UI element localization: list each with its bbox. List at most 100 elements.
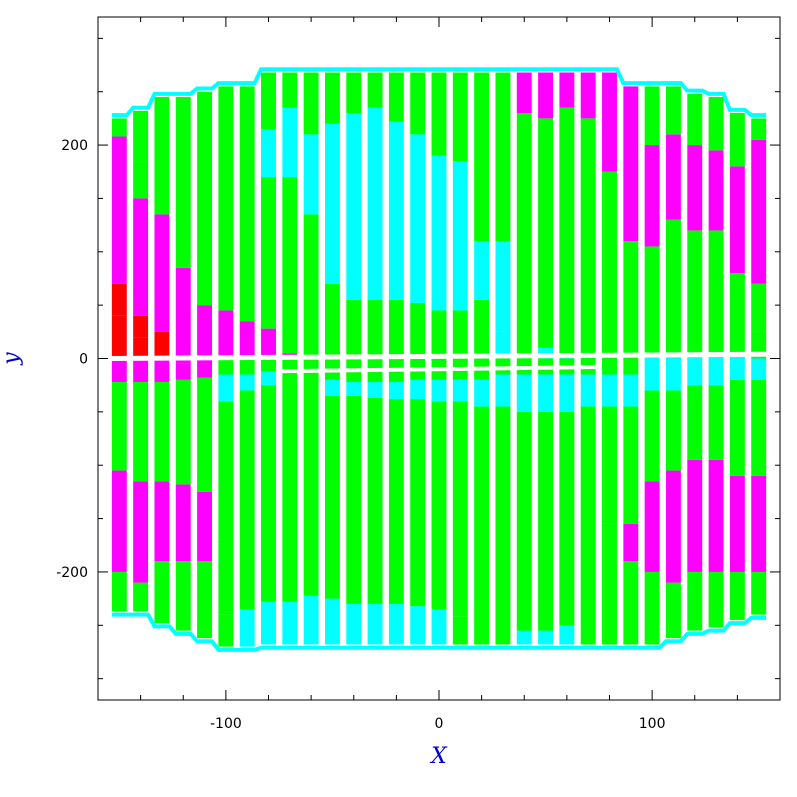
strip-segment-magenta [538, 72, 554, 119]
strip-segment-green [218, 614, 234, 647]
strip-segment-green [197, 561, 213, 639]
strip-segment-cyan [282, 107, 298, 178]
strip-segment-magenta [175, 363, 191, 380]
strip-segment-red [154, 331, 170, 359]
strip-segment-green [388, 299, 404, 359]
strip-segment-magenta [559, 72, 575, 108]
strip-segment-magenta [644, 145, 660, 247]
bottom-outline [111, 612, 767, 652]
y-tick-label: -200 [56, 565, 88, 581]
detector-strip [346, 72, 362, 645]
strip-segment-green [346, 299, 362, 359]
strip-segment-green [261, 177, 276, 329]
strip-segment-green [665, 390, 681, 471]
strip-segment-cyan [367, 107, 383, 300]
strip-segment-magenta [239, 321, 255, 359]
strip-segment-red [133, 337, 149, 359]
strip-segment-cyan [367, 381, 383, 398]
strip-segment-green [474, 406, 490, 642]
top-outline [111, 67, 767, 118]
strip-segment-green [452, 401, 468, 617]
strip-segment-magenta [623, 523, 639, 562]
strip-segment-green [133, 161, 149, 199]
strip-segment-cyan [474, 241, 490, 300]
strip-segment-green [665, 86, 681, 135]
detector-strip [623, 86, 639, 645]
detector-strip [516, 72, 532, 645]
strip-segment-cyan [623, 374, 639, 407]
strip-segment-green [729, 113, 745, 167]
strip-segment-green [154, 381, 170, 482]
detector-strip [538, 72, 554, 645]
strip-segment-green [324, 395, 340, 599]
x-tick-label: 0 [435, 716, 444, 732]
strip-segment-green [367, 299, 383, 359]
strip-segment-green [623, 358, 639, 375]
detector-strip [282, 72, 298, 645]
detector-strip [644, 86, 660, 645]
strip-segment-cyan [388, 603, 404, 645]
strip-segment-green [474, 72, 490, 242]
detector-strip [580, 72, 596, 645]
ticklabels-layer: -100 0 100 -200 0 200 [56, 138, 665, 732]
strip-segment-cyan [388, 121, 404, 300]
strip-segment-green [133, 110, 149, 162]
strip-segment-green [729, 379, 745, 476]
strip-segment-green [154, 561, 170, 624]
strip-segment-green [623, 241, 639, 359]
strip-segment-green [388, 72, 404, 122]
strip-segment-green [708, 571, 724, 628]
strip-segment-magenta [154, 358, 170, 382]
strip-segment-cyan [602, 374, 617, 407]
strip-segment-green [239, 358, 255, 375]
strip-segment-green [239, 86, 255, 322]
strip-segment-magenta [154, 214, 170, 332]
strip-segment-green [346, 72, 362, 114]
strip-segment-magenta [751, 475, 767, 572]
strip-segment-magenta [111, 136, 127, 284]
strip-segment-cyan [431, 155, 447, 311]
strip-segment-green [410, 303, 426, 359]
detector-strip [303, 72, 319, 645]
strip-segment-green [218, 358, 234, 375]
strip-segment-green [580, 406, 596, 645]
y-axis-title: y [0, 352, 24, 366]
strip-segment-green [197, 91, 213, 306]
strip-segment-cyan [516, 374, 532, 412]
detector-strip [133, 110, 149, 612]
strip-segment-magenta [133, 198, 149, 316]
strip-segment-cyan [410, 606, 426, 645]
detector-strip [218, 86, 234, 647]
strip-segment-magenta [729, 166, 745, 274]
strip-segment-cyan [346, 603, 362, 645]
strip-segment-green [602, 523, 617, 645]
midplane-gap [108, 351, 770, 361]
x-axis-title: X [429, 744, 448, 769]
strip-segment-green [431, 72, 447, 156]
strip-segment-green [516, 411, 532, 631]
strip-segment-green [644, 571, 660, 645]
detector-strip [452, 72, 468, 645]
detector-strip [665, 86, 681, 639]
strip-segment-magenta [644, 481, 660, 572]
strip-segment-cyan [282, 601, 298, 645]
strip-segment-green [303, 358, 319, 370]
detector-strip [175, 97, 191, 631]
strip-segment-green [410, 72, 426, 135]
strip-segment-cyan [261, 371, 276, 386]
strip-segment-magenta [665, 134, 681, 220]
strip-segment-magenta [729, 475, 745, 572]
strip-segment-green [261, 72, 276, 130]
strip-segment-cyan [495, 374, 511, 407]
strip-segment-cyan [239, 374, 255, 391]
detector-strip [410, 72, 426, 645]
strip-segment-cyan [346, 113, 362, 300]
strip-segment-green [261, 358, 276, 372]
strip-segment-green [708, 385, 724, 460]
strip-segment-green [133, 582, 149, 612]
strip-segment-green [751, 118, 767, 140]
strip-segment-cyan [324, 598, 340, 645]
strip-segment-magenta [687, 459, 703, 572]
strip-segment-cyan [388, 381, 404, 400]
